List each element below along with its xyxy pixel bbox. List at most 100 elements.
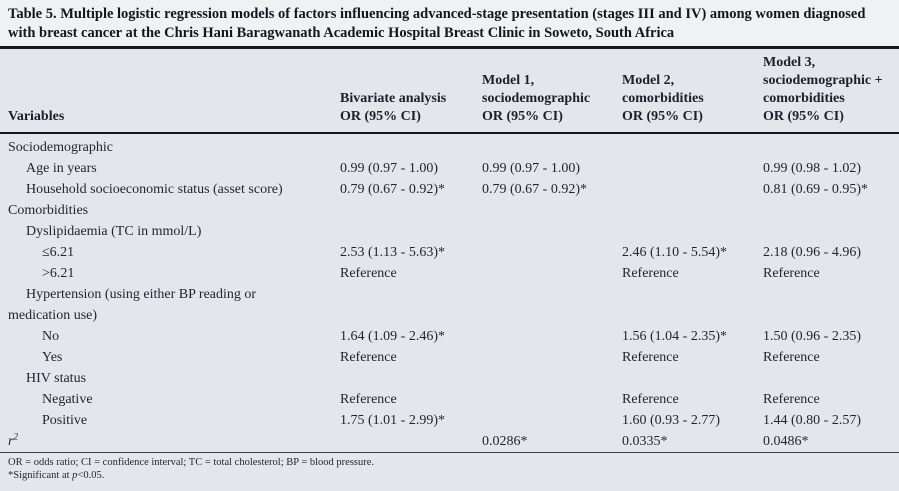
cell-value: 1.56 (1.04 - 2.35)* bbox=[622, 329, 727, 344]
cell-value bbox=[340, 431, 482, 452]
row-label: ≤6.21 bbox=[42, 245, 75, 260]
cell-value: Reference bbox=[340, 266, 397, 281]
cell-value bbox=[482, 389, 622, 410]
table-title-area: Table 5. Multiple logistic regression mo… bbox=[0, 0, 899, 49]
cell-value: Reference bbox=[763, 350, 820, 365]
table-row: >6.21 Reference Reference Reference bbox=[0, 263, 899, 284]
table-row: Comorbidities bbox=[0, 200, 899, 221]
cell-value bbox=[622, 179, 763, 200]
row-label: Hypertension (using either BP reading or… bbox=[8, 287, 257, 323]
cell-value: Reference bbox=[622, 266, 679, 281]
table-row: r2 0.0286* 0.0335* 0.0486* bbox=[0, 431, 899, 452]
cell-value bbox=[482, 410, 622, 431]
col-header-model-3: Model 3, sociodemographic + comorbidities O… bbox=[763, 49, 899, 134]
column-header-line: OR (95% CI) bbox=[482, 109, 563, 124]
row-label: >6.21 bbox=[42, 266, 75, 281]
column-header-line: sociodemographic + bbox=[763, 73, 883, 88]
table-row: Age in years 0.99 (0.97 - 1.00) 0.99 (0.97… bbox=[0, 158, 899, 179]
cell-value bbox=[482, 326, 622, 347]
cell-value bbox=[622, 158, 763, 179]
footnote-abbreviations: OR = odds ratio; CI = confidence interva… bbox=[8, 457, 375, 468]
regression-table: Variables Bivariate analysis OR (95% CI) M… bbox=[0, 49, 899, 452]
cell-value bbox=[340, 200, 482, 221]
table-row: Dyslipidaemia (TC in mmol/L) bbox=[0, 221, 899, 242]
cell-value bbox=[763, 200, 899, 221]
cell-value: 1.64 (1.09 - 2.46)* bbox=[340, 329, 445, 344]
column-header-line: sociodemographic bbox=[482, 91, 591, 106]
row-label: Negative bbox=[42, 392, 93, 407]
cell-value: 1.44 (0.80 - 2.57) bbox=[763, 413, 861, 428]
row-label: r2 bbox=[8, 431, 18, 449]
cell-value bbox=[340, 221, 482, 242]
cell-value bbox=[763, 221, 899, 242]
cell-value: 0.0286* bbox=[482, 434, 528, 449]
table-row: Household socioeconomic status (asset sc… bbox=[0, 179, 899, 200]
cell-value: 0.99 (0.97 - 1.00) bbox=[340, 161, 438, 176]
cell-value: 2.53 (1.13 - 5.63)* bbox=[340, 245, 445, 260]
table-row: No 1.64 (1.09 - 2.46)* 1.56 (1.04 - 2.35)*… bbox=[0, 326, 899, 347]
cell-value: 0.0335* bbox=[622, 434, 668, 449]
footnotes: OR = odds ratio; CI = confidence interva… bbox=[0, 452, 899, 482]
cell-value: 2.46 (1.10 - 5.54)* bbox=[622, 245, 727, 260]
cell-value: 1.60 (0.93 - 2.77) bbox=[622, 413, 720, 428]
column-header-line: OR (95% CI) bbox=[340, 109, 421, 124]
row-label: Yes bbox=[42, 350, 63, 365]
cell-value bbox=[482, 242, 622, 263]
table-row: Hypertension (using either BP reading or… bbox=[0, 284, 899, 326]
cell-value bbox=[622, 133, 763, 158]
table-row: HIV status bbox=[0, 368, 899, 389]
cell-value bbox=[340, 368, 482, 389]
row-label: Age in years bbox=[26, 161, 97, 176]
table-row: Sociodemographic bbox=[0, 133, 899, 158]
column-header-line: comorbidities bbox=[622, 91, 704, 106]
cell-value bbox=[763, 133, 899, 158]
table-title: Table 5. Multiple logistic regression mo… bbox=[8, 6, 866, 41]
cell-value: Reference bbox=[763, 266, 820, 281]
cell-value: 0.81 (0.69 - 0.95)* bbox=[763, 182, 868, 197]
table-row: ≤6.21 2.53 (1.13 - 5.63)* 2.46 (1.10 - 5.5… bbox=[0, 242, 899, 263]
cell-value: 0.99 (0.98 - 1.02) bbox=[763, 161, 861, 176]
column-header-line: comorbidities bbox=[763, 91, 845, 106]
row-label: Household socioeconomic status (asset sc… bbox=[26, 182, 283, 197]
cell-value bbox=[622, 200, 763, 221]
cell-value bbox=[482, 347, 622, 368]
footnote-significance: *Significant at p<0.05. bbox=[8, 469, 105, 481]
cell-value bbox=[482, 133, 622, 158]
header-row: Variables Bivariate analysis OR (95% CI) M… bbox=[0, 49, 899, 134]
cell-value bbox=[622, 284, 763, 326]
row-label: Sociodemographic bbox=[8, 140, 113, 155]
cell-value: Reference bbox=[340, 392, 397, 407]
col-header-model-1: Model 1, sociodemographic OR (95% CI) bbox=[482, 49, 622, 134]
cell-value bbox=[622, 221, 763, 242]
column-header-line: Bivariate analysis bbox=[340, 91, 447, 106]
cell-value bbox=[482, 200, 622, 221]
cell-value: 2.18 (0.96 - 4.96) bbox=[763, 245, 861, 260]
row-label: HIV status bbox=[26, 371, 87, 386]
cell-value: 1.75 (1.01 - 2.99)* bbox=[340, 413, 445, 428]
col-header-variables: Variables bbox=[0, 49, 340, 134]
cell-value bbox=[482, 221, 622, 242]
cell-value bbox=[482, 263, 622, 284]
cell-value bbox=[763, 368, 899, 389]
column-header-line: Model 3, bbox=[763, 55, 816, 70]
column-header-line: OR (95% CI) bbox=[763, 109, 844, 124]
cell-value: Reference bbox=[763, 392, 820, 407]
cell-value: 0.99 (0.97 - 1.00) bbox=[482, 161, 580, 176]
column-header-line: Model 2, bbox=[622, 73, 675, 88]
col-header-bivariate-analysis: Bivariate analysis OR (95% CI) bbox=[340, 49, 482, 134]
row-label: Dyslipidaemia (TC in mmol/L) bbox=[26, 224, 202, 239]
cell-value: Reference bbox=[622, 392, 679, 407]
row-label: Comorbidities bbox=[8, 203, 89, 218]
col-header-model-2: Model 2, comorbidities OR (95% CI) bbox=[622, 49, 763, 134]
cell-value bbox=[340, 284, 482, 326]
cell-value: Reference bbox=[622, 350, 679, 365]
row-label: No bbox=[42, 329, 60, 344]
table-row: Yes Reference Reference Reference bbox=[0, 347, 899, 368]
cell-value bbox=[482, 368, 622, 389]
cell-value: 0.79 (0.67 - 0.92)* bbox=[482, 182, 587, 197]
cell-value: 0.79 (0.67 - 0.92)* bbox=[340, 182, 445, 197]
cell-value bbox=[482, 284, 622, 326]
row-label: Positive bbox=[42, 413, 88, 428]
cell-value bbox=[763, 284, 899, 326]
